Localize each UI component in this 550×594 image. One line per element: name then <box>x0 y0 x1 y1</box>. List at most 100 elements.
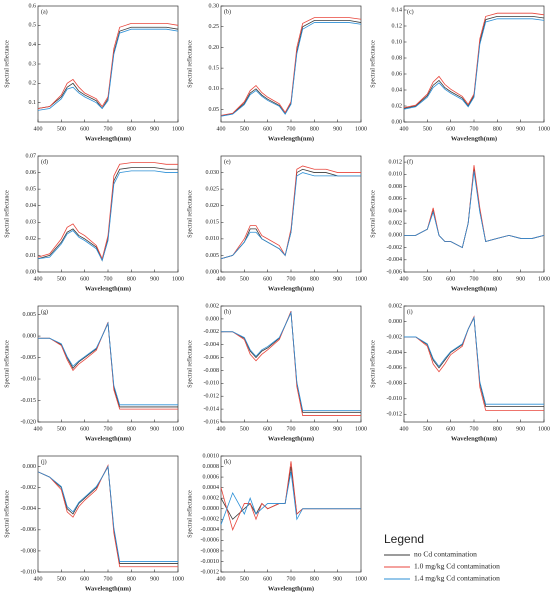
y-tick-label: 0.000 <box>389 233 403 239</box>
y-tick-label: -0.012 <box>204 394 220 400</box>
plot-frame <box>403 5 545 123</box>
spectrum-line <box>38 321 178 406</box>
x-tick-label: 1000 <box>538 276 550 282</box>
y-tick-label: 0.000 <box>389 319 403 325</box>
x-axis-title: Wavelength(nm) <box>451 435 497 442</box>
y-tick-label: 0.0000 <box>203 506 220 512</box>
x-tick-label: 500 <box>240 576 249 582</box>
panel-label: (h) <box>224 308 231 315</box>
x-tick-label: 700 <box>287 426 296 432</box>
spectrum-line <box>221 311 361 416</box>
y-tick-label: 0.012 <box>389 159 403 165</box>
x-tick-label: 400 <box>34 126 43 132</box>
x-tick-label: 800 <box>310 276 319 282</box>
y-tick-label: -0.004 <box>387 257 403 263</box>
y-tick-label: -0.020 <box>21 419 37 425</box>
spectrum-line <box>220 22 362 117</box>
x-tick-label: 400 <box>217 276 226 282</box>
y-tick-label: 0.04 <box>392 87 403 93</box>
y-tick-label: 0.12 <box>392 23 403 29</box>
y-tick-label: 0.000 <box>23 464 37 470</box>
panel-label: (j) <box>41 458 47 465</box>
y-axis-title: Spectral reflectance <box>3 190 10 238</box>
y-axis-title: Spectral reflectance <box>3 490 10 538</box>
spectrum-line <box>403 12 545 108</box>
y-tick-label: 0.0008 <box>203 464 220 470</box>
y-tick-label: -0.0008 <box>201 548 220 554</box>
x-tick-label: 600 <box>263 126 272 132</box>
plot-frame <box>37 455 179 573</box>
y-tick-label: -0.004 <box>204 342 220 348</box>
x-tick-label: 1000 <box>172 276 184 282</box>
x-tick-label: 1000 <box>355 576 367 582</box>
x-tick-label: 500 <box>240 126 249 132</box>
y-tick-label: -0.010 <box>204 381 220 387</box>
y-axis-title: Spectral reflectance <box>3 340 10 388</box>
y-tick-label: -0.0004 <box>201 527 220 533</box>
plot-frame <box>37 155 179 273</box>
x-tick-label: 700 <box>287 126 296 132</box>
x-tick-label: 800 <box>310 426 319 432</box>
spectrum-line <box>221 310 361 411</box>
legend-title: Legend <box>384 532 424 546</box>
y-tick-label: 0.030 <box>206 170 220 176</box>
y-axis-title: Spectral reflectance <box>369 190 376 238</box>
y-axis-title: Spectral reflectance <box>369 40 376 88</box>
y-tick-label: 0.20 <box>209 45 220 51</box>
x-tick-label: 600 <box>80 576 89 582</box>
x-tick-label: 800 <box>310 126 319 132</box>
plot-frame <box>220 155 362 273</box>
x-tick-label: 600 <box>263 576 272 582</box>
y-axis-title: Spectral reflectance <box>186 190 193 238</box>
panel-label: (d) <box>41 158 48 165</box>
x-tick-label: 900 <box>150 126 159 132</box>
panel-label: (i) <box>407 308 413 315</box>
y-tick-label: 0.0006 <box>203 474 220 480</box>
legend-label: 1.0 mg/kg Cd contamination <box>414 562 500 571</box>
x-tick-label: 800 <box>127 276 136 282</box>
y-tick-label: -0.006 <box>387 269 403 275</box>
x-tick-label: 500 <box>57 576 66 582</box>
spectrum-line <box>37 465 178 564</box>
x-tick-label: 400 <box>217 576 226 582</box>
y-tick-label: -0.0006 <box>201 538 220 544</box>
x-tick-label: 500 <box>423 126 432 132</box>
x-tick-label: 500 <box>423 276 432 282</box>
spectrum-line <box>37 162 178 260</box>
panel-label: (c) <box>407 8 414 15</box>
y-tick-label: 0.025 <box>206 187 220 193</box>
y-tick-label: -0.002 <box>387 245 403 251</box>
x-axis-title: Wavelength(nm) <box>85 585 131 592</box>
x-tick-label: 600 <box>446 276 455 282</box>
spectrum-line <box>220 172 361 260</box>
y-tick-label: -0.006 <box>204 355 220 361</box>
y-tick-label: 0.6 <box>29 3 37 9</box>
y-tick-label: -0.004 <box>387 350 403 356</box>
x-tick-label: 400 <box>34 276 43 282</box>
x-tick-label: 1000 <box>172 426 184 432</box>
x-tick-label: 400 <box>400 276 409 282</box>
legend-label: 1.4 mg/kg Cd contamination <box>414 574 500 583</box>
spectrum-line <box>220 471 361 525</box>
y-tick-label: 0.4 <box>29 42 37 48</box>
x-tick-label: 900 <box>150 426 159 432</box>
y-tick-label: 0.05 <box>209 107 220 113</box>
x-tick-label: 500 <box>57 276 66 282</box>
panel-label: (f) <box>407 158 413 165</box>
y-tick-label: 0.00 <box>392 119 403 125</box>
spectrum-line <box>38 321 178 408</box>
x-tick-label: 900 <box>516 126 525 132</box>
x-axis-title: Wavelength(nm) <box>85 135 131 142</box>
x-axis-title: Wavelength(nm) <box>85 435 131 442</box>
y-tick-label: 0.015 <box>206 220 220 226</box>
spectrum-line <box>220 461 361 532</box>
spectrum-line <box>404 316 544 407</box>
y-tick-label: 0.002 <box>206 303 220 309</box>
y-tick-label: 0.020 <box>206 203 220 209</box>
y-tick-label: 0.008 <box>389 184 403 190</box>
y-tick-label: 0.002 <box>389 303 403 309</box>
panel-label: (k) <box>224 458 231 465</box>
y-tick-label: -0.008 <box>204 368 220 374</box>
plot-frame <box>220 305 362 423</box>
